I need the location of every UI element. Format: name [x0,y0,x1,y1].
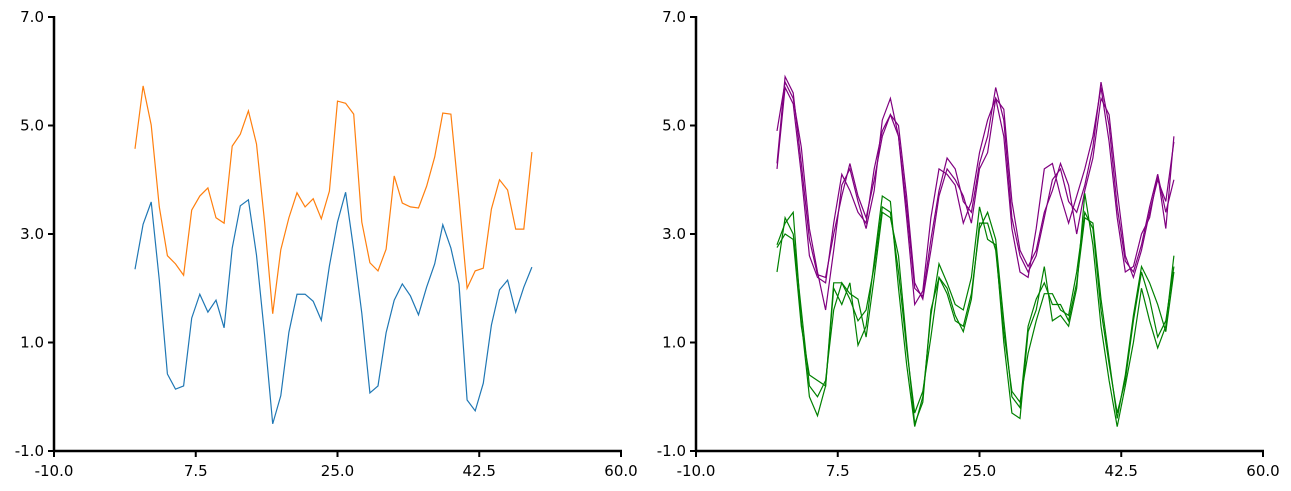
y-tick-label: 7.0 [662,8,686,26]
y-tick-label: 1.0 [662,334,686,352]
y-tick-label: 5.0 [20,117,44,135]
y-tick-label: 5.0 [662,117,686,135]
line-series [776,193,1175,427]
x-tick-label: 42.5 [1105,462,1138,480]
line-series [776,74,1175,298]
line-series [134,85,533,314]
y-tick-label: 1.0 [20,334,44,352]
line-series [776,80,1175,311]
x-tick-label: 60.0 [1246,462,1279,480]
x-tick-label: 7.5 [184,462,208,480]
x-tick-label: 25.0 [963,462,996,480]
x-tick-label: 42.5 [463,462,496,480]
line-series [776,210,1175,425]
y-tick-label: 3.0 [662,225,686,243]
x-tick-label: 7.5 [826,462,850,480]
x-tick-label: 60.0 [604,462,637,480]
x-tick-label: -10.0 [35,462,74,480]
y-tick-label: -1.0 [15,442,44,460]
x-tick-label: 25.0 [321,462,354,480]
x-tick-label: -10.0 [677,462,716,480]
line-series [776,85,1175,302]
y-tick-label: 3.0 [20,225,44,243]
line-series [134,192,533,425]
y-tick-label: -1.0 [657,442,686,460]
y-tick-label: 7.0 [20,8,44,26]
